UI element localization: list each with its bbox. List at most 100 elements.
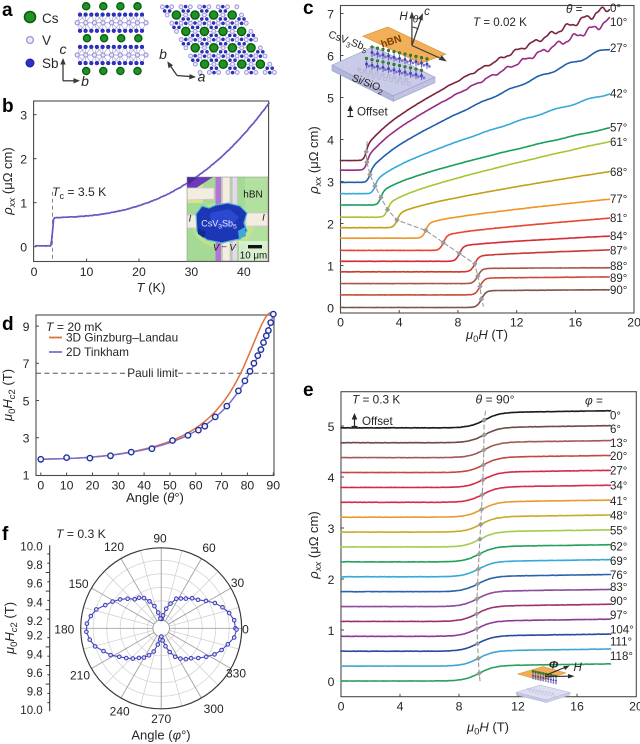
svg-text:φ =: φ = xyxy=(585,394,603,408)
svg-text:9.4: 9.4 xyxy=(27,649,44,661)
svg-text:3: 3 xyxy=(20,109,27,123)
svg-text:90°: 90° xyxy=(610,285,627,297)
svg-text:0: 0 xyxy=(328,675,335,689)
svg-text:θ: θ xyxy=(413,15,419,26)
svg-text:150: 150 xyxy=(69,577,89,591)
svg-text:0°: 0° xyxy=(610,410,621,422)
svg-text:9: 9 xyxy=(23,320,30,334)
svg-text:0: 0 xyxy=(338,700,345,714)
svg-text:T (K): T (K) xyxy=(137,280,166,295)
svg-text:Sb: Sb xyxy=(42,56,59,71)
svg-text:70: 70 xyxy=(215,479,229,493)
svg-text:90: 90 xyxy=(266,479,280,493)
svg-text:μ0Hc2 (T): μ0Hc2 (T) xyxy=(2,602,20,655)
svg-text:69°: 69° xyxy=(610,556,627,568)
svg-text:120: 120 xyxy=(104,540,124,554)
svg-text:Offset: Offset xyxy=(357,106,388,119)
svg-text:40: 40 xyxy=(137,479,151,493)
svg-text:9.8: 9.8 xyxy=(27,560,43,572)
svg-text:H: H xyxy=(574,662,583,674)
svg-text:10.0: 10.0 xyxy=(20,705,42,717)
svg-text:84°: 84° xyxy=(610,231,627,243)
svg-text:3: 3 xyxy=(327,175,334,189)
svg-text:3: 3 xyxy=(328,522,335,536)
svg-text:20: 20 xyxy=(627,316,640,330)
svg-text:6°: 6° xyxy=(610,424,621,436)
svg-text:b: b xyxy=(2,96,14,117)
svg-text:c: c xyxy=(424,6,430,18)
svg-text:0: 0 xyxy=(31,265,38,279)
svg-text:20: 20 xyxy=(629,700,640,714)
svg-text:3D Ginzburg–Landau: 3D Ginzburg–Landau xyxy=(66,331,178,345)
svg-text:2: 2 xyxy=(328,573,335,587)
svg-text:81°: 81° xyxy=(610,213,627,225)
svg-text:34°: 34° xyxy=(610,480,627,492)
svg-text:1: 1 xyxy=(20,197,27,211)
svg-text:60: 60 xyxy=(202,541,216,555)
svg-text:e: e xyxy=(303,380,314,401)
svg-text:10°: 10° xyxy=(610,17,627,29)
svg-text:60: 60 xyxy=(189,479,203,493)
svg-text:180: 180 xyxy=(54,623,74,637)
svg-text:90°: 90° xyxy=(610,596,627,608)
svg-text:330: 330 xyxy=(226,666,246,680)
svg-text:I: I xyxy=(189,214,192,225)
svg-text:0: 0 xyxy=(327,301,334,315)
svg-text:V: V xyxy=(213,243,221,254)
svg-text:6: 6 xyxy=(327,49,334,63)
svg-text:10: 10 xyxy=(60,479,74,493)
svg-text:θ = 90°: θ = 90° xyxy=(476,393,515,407)
svg-text:hBN: hBN xyxy=(243,190,262,201)
svg-text:ρxx (μΩ cm): ρxx (μΩ cm) xyxy=(306,511,324,579)
svg-text:16: 16 xyxy=(570,700,584,714)
svg-text:f: f xyxy=(2,524,9,545)
svg-text:90: 90 xyxy=(153,532,167,546)
svg-text:8: 8 xyxy=(455,316,462,330)
svg-text:1: 1 xyxy=(23,469,30,483)
svg-text:88°: 88° xyxy=(610,261,627,273)
svg-text:c: c xyxy=(60,41,67,57)
svg-text:9.8: 9.8 xyxy=(27,687,43,699)
svg-text:55°: 55° xyxy=(610,526,627,538)
svg-text:104°: 104° xyxy=(610,624,634,636)
svg-text:5: 5 xyxy=(327,91,334,105)
svg-text:9.2: 9.2 xyxy=(27,616,43,628)
svg-text:0°: 0° xyxy=(610,3,621,15)
svg-text:83°: 83° xyxy=(610,582,627,594)
svg-text:V: V xyxy=(229,243,237,254)
svg-text:20: 20 xyxy=(132,265,146,279)
svg-text:–: – xyxy=(221,241,226,251)
svg-text:41°: 41° xyxy=(610,496,627,508)
svg-text:V: V xyxy=(42,33,51,48)
svg-text:111°: 111° xyxy=(610,636,632,648)
svg-text:16: 16 xyxy=(569,316,583,330)
svg-text:13°: 13° xyxy=(610,438,627,450)
svg-text:c: c xyxy=(303,0,314,19)
svg-text:d: d xyxy=(2,314,14,335)
svg-text:CsV3Sb5: CsV3Sb5 xyxy=(201,219,237,231)
svg-text:61°: 61° xyxy=(610,137,627,149)
svg-text:30: 30 xyxy=(111,479,125,493)
svg-text:50: 50 xyxy=(163,479,177,493)
svg-text:20°: 20° xyxy=(610,451,627,463)
svg-text:87°: 87° xyxy=(610,246,627,258)
svg-text:0: 0 xyxy=(20,241,27,255)
svg-text:40: 40 xyxy=(237,265,251,279)
svg-text:T = 0.02 K: T = 0.02 K xyxy=(473,16,527,29)
svg-text:7: 7 xyxy=(23,357,30,371)
svg-text:Angle (φ°): Angle (φ°) xyxy=(131,728,190,743)
svg-text:12: 12 xyxy=(511,700,525,714)
svg-text:80: 80 xyxy=(241,479,255,493)
svg-text:10 μm: 10 μm xyxy=(240,251,267,262)
svg-text:0: 0 xyxy=(37,479,44,493)
svg-text:1: 1 xyxy=(328,624,335,638)
svg-text:I: I xyxy=(262,213,265,224)
svg-text:0: 0 xyxy=(242,623,249,637)
svg-text:12: 12 xyxy=(510,316,524,330)
svg-text:4: 4 xyxy=(396,316,403,330)
svg-text:9.6: 9.6 xyxy=(27,579,43,591)
svg-text:5: 5 xyxy=(23,394,30,408)
svg-text:57°: 57° xyxy=(610,123,627,135)
svg-text:Cs: Cs xyxy=(42,11,59,26)
svg-text:μ0Hc2 (T): μ0Hc2 (T) xyxy=(0,369,18,422)
